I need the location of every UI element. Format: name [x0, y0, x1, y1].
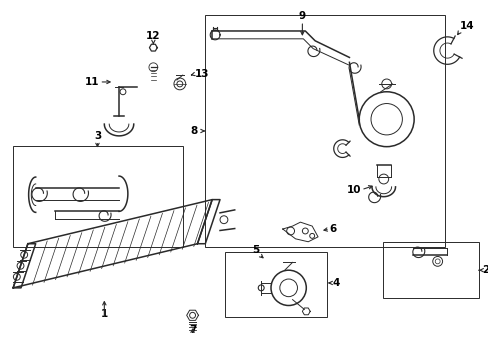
Bar [224, 252, 326, 317]
Text: 12: 12 [146, 31, 160, 41]
Text: 1: 1 [101, 309, 108, 319]
Text: 11: 11 [85, 77, 99, 87]
Text: 6: 6 [329, 224, 336, 234]
Text: 9: 9 [298, 11, 305, 21]
Text: 13: 13 [194, 69, 208, 79]
Bar [382, 242, 478, 298]
Text: 7: 7 [188, 325, 196, 335]
Bar [13, 146, 183, 247]
Text: 10: 10 [346, 185, 361, 195]
Text: 3: 3 [94, 131, 101, 141]
Text: 4: 4 [332, 278, 340, 288]
Text: 5: 5 [251, 244, 259, 255]
Text: 2: 2 [481, 265, 488, 275]
Text: 8: 8 [190, 126, 197, 136]
Text: 14: 14 [459, 21, 474, 31]
Bar [205, 15, 444, 247]
